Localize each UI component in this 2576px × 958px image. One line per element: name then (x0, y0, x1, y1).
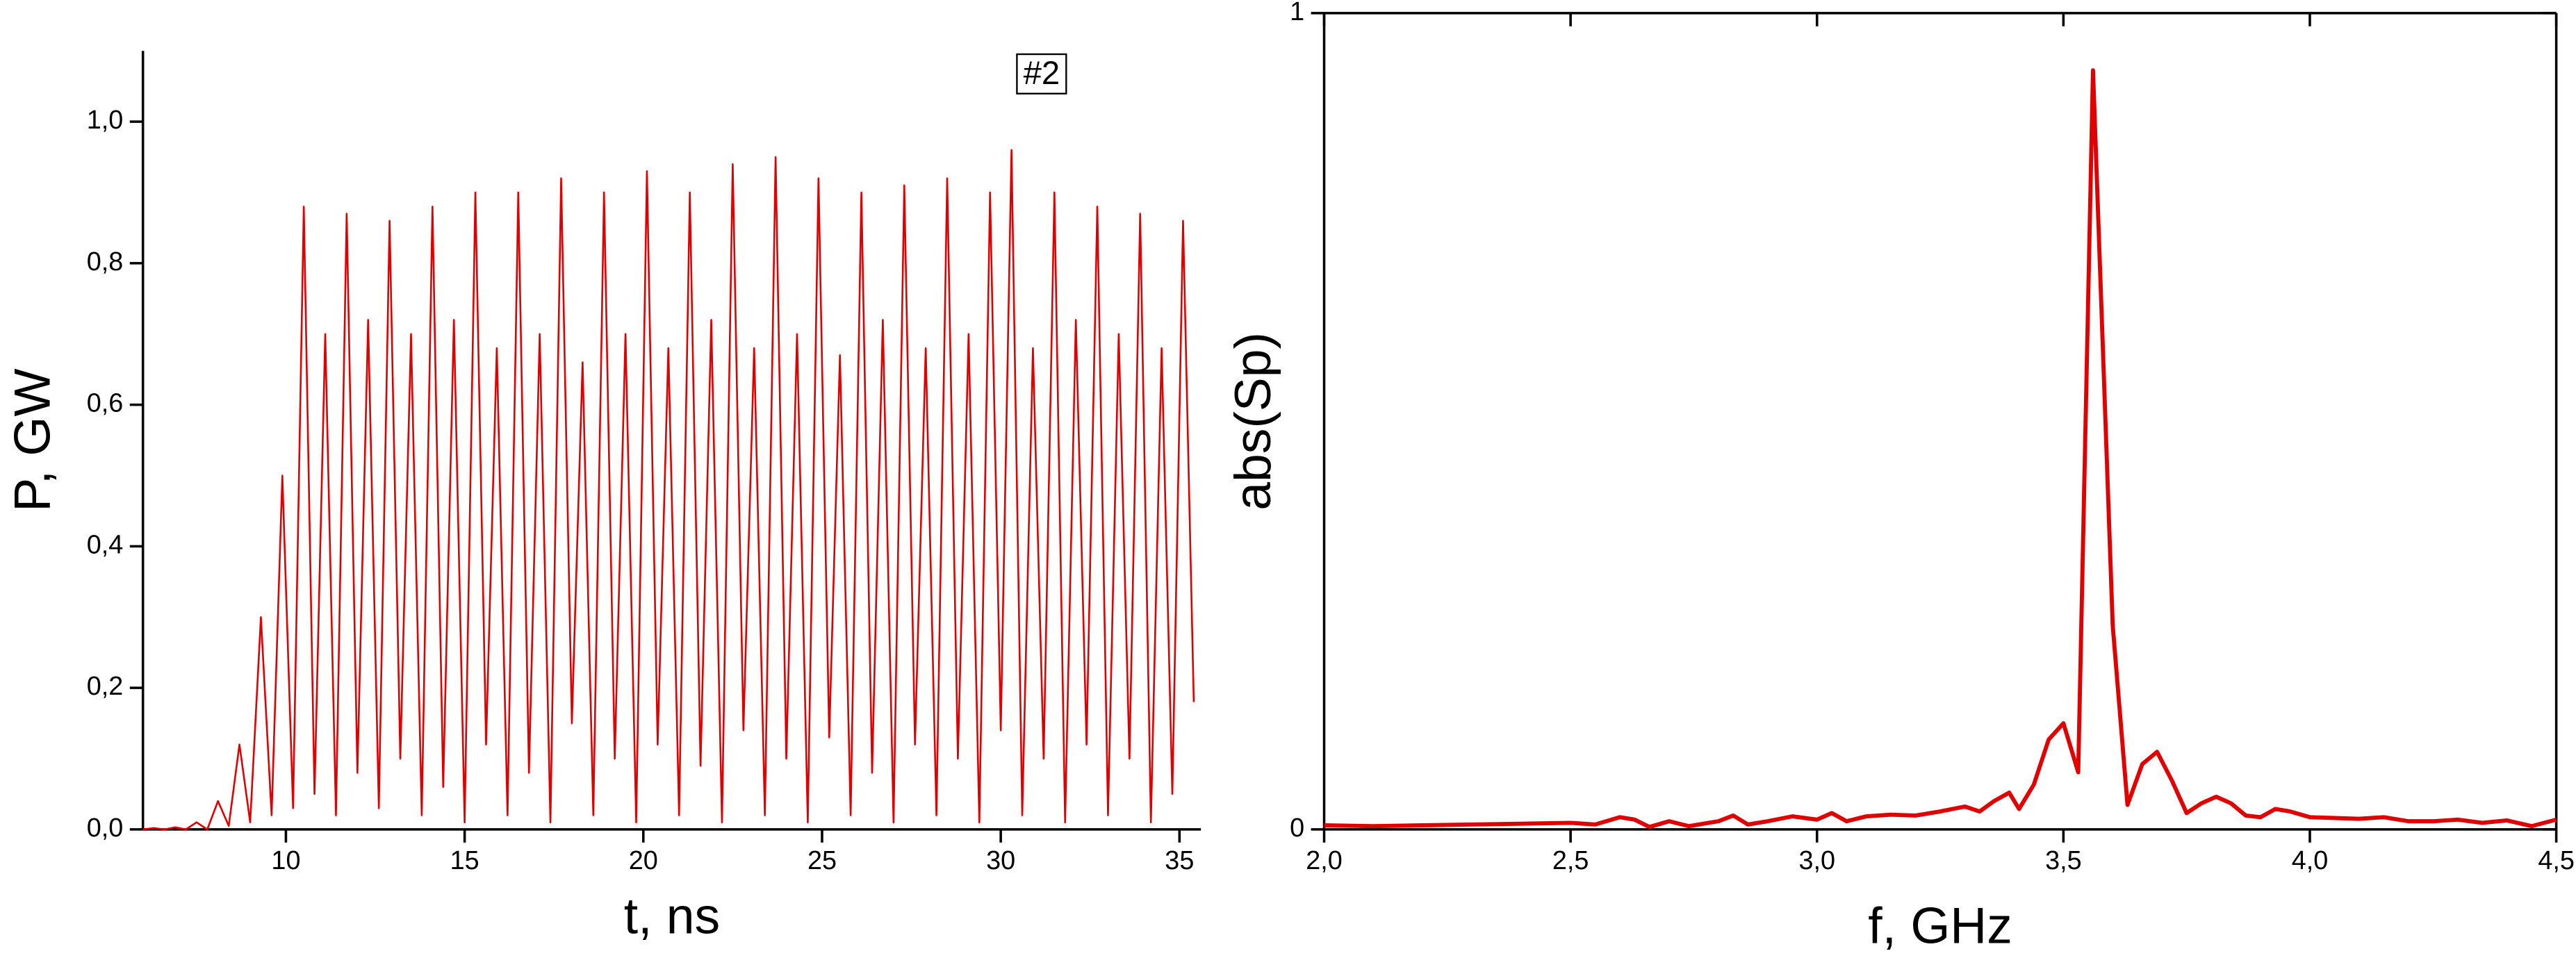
y-tick-label: 0,8 (87, 247, 124, 276)
x-tick-label: 3,0 (1798, 846, 1835, 875)
x-tick-label: 30 (986, 846, 1015, 875)
x-tick-label: 35 (1165, 846, 1194, 875)
x-axis-title: t, ns (624, 887, 720, 944)
annotation: #2 (1024, 55, 1060, 92)
data-line (1324, 68, 2557, 829)
y-tick-label: 1,0 (87, 106, 124, 135)
y-tick-label: 0,6 (87, 389, 124, 418)
y-axis-title: abs(Sp) (1224, 332, 1281, 511)
y-tick-label: 0,4 (87, 530, 124, 559)
x-axis-title: f, GHz (1868, 897, 2012, 954)
x-tick-label: 2,0 (1306, 846, 1343, 875)
x-tick-label: 4,0 (2292, 846, 2329, 875)
x-tick-label: 2,5 (1552, 846, 1589, 875)
data-line (142, 149, 1195, 831)
x-tick-label: 20 (629, 846, 658, 875)
annotation-box (1016, 53, 1067, 94)
y-tick-label: 0 (1290, 814, 1304, 843)
x-tick-label: 10 (271, 846, 300, 875)
y-tick-label: 1 (1290, 0, 1304, 26)
y-tick-label: 0,0 (87, 814, 124, 843)
x-tick-label: 25 (807, 846, 837, 875)
y-tick-label: 0,2 (87, 672, 124, 701)
x-tick-label: 15 (450, 846, 479, 875)
x-tick-label: 4,5 (2538, 846, 2575, 875)
x-tick-label: 3,5 (2045, 846, 2082, 875)
y-axis-title: P, GW (3, 368, 60, 511)
